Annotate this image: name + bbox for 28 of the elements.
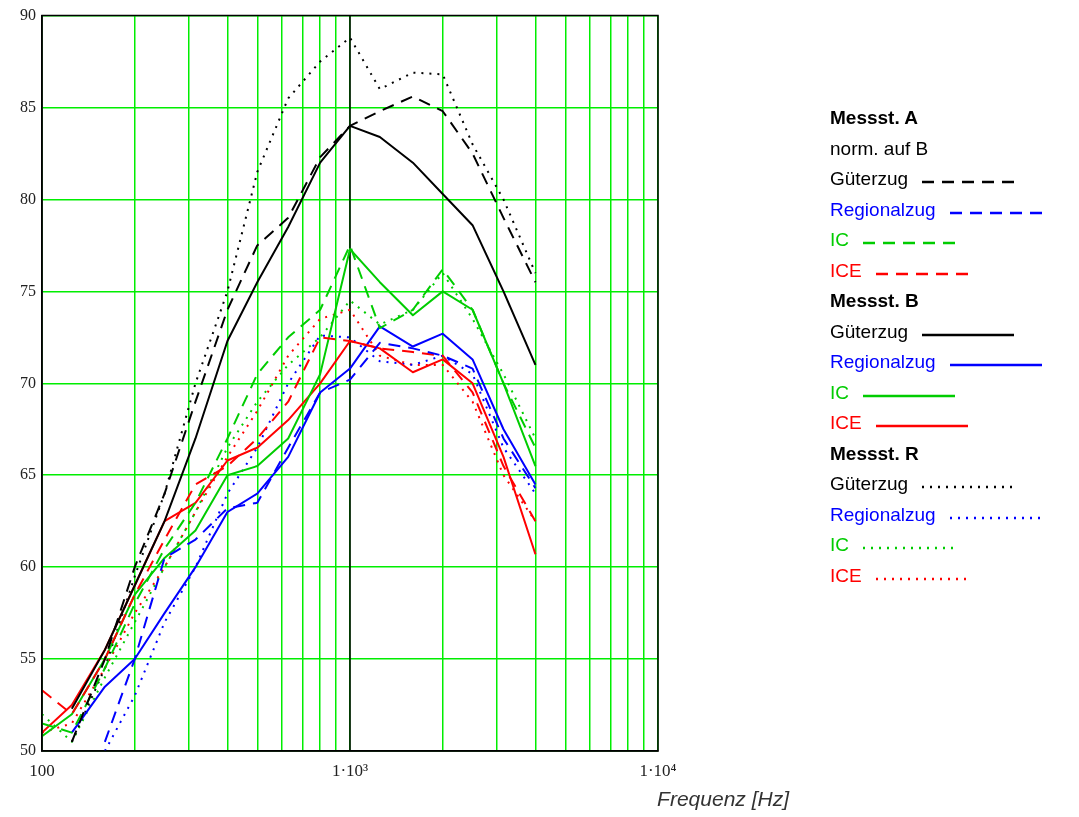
legend-label: Güterzug xyxy=(830,472,909,496)
y-tick-label: 60 xyxy=(20,557,36,575)
y-tick-label: 50 xyxy=(20,741,36,759)
legend-label: Regionalzug xyxy=(830,502,936,527)
legend-label: IC xyxy=(830,533,849,557)
y-tick-label: 90 xyxy=(20,5,36,23)
y-tick-label: 55 xyxy=(20,649,36,667)
x-axis-title: Frequenz [Hz] xyxy=(657,787,789,811)
y-tick-label: 70 xyxy=(20,373,36,391)
text: Messst. B xyxy=(830,289,920,313)
legend-label: Regionalzug xyxy=(830,350,936,374)
y-tick-label: 75 xyxy=(20,281,36,299)
x-tick-label: 100 xyxy=(29,760,55,780)
text: Messst. A norm. auf B xyxy=(830,106,930,161)
legend-label: IC xyxy=(830,380,849,405)
y-tick-label: 85 xyxy=(20,97,36,115)
y-tick-label: 65 xyxy=(20,465,36,483)
legend-label: ICE xyxy=(830,563,862,588)
x-tick-label: 1·10⁴ xyxy=(639,760,677,780)
legend-label: Güterzug xyxy=(830,319,909,344)
x-tick-label: 1·10³ xyxy=(331,760,369,780)
y-tick-label: 80 xyxy=(20,189,36,207)
legend-label: IC xyxy=(830,228,849,252)
legend-label: ICE xyxy=(830,411,862,435)
legend-label: Güterzug xyxy=(830,167,909,191)
legend-label: ICE xyxy=(830,258,862,283)
text: Messst. R xyxy=(830,441,920,466)
legend-label: Regionalzug xyxy=(830,197,936,222)
